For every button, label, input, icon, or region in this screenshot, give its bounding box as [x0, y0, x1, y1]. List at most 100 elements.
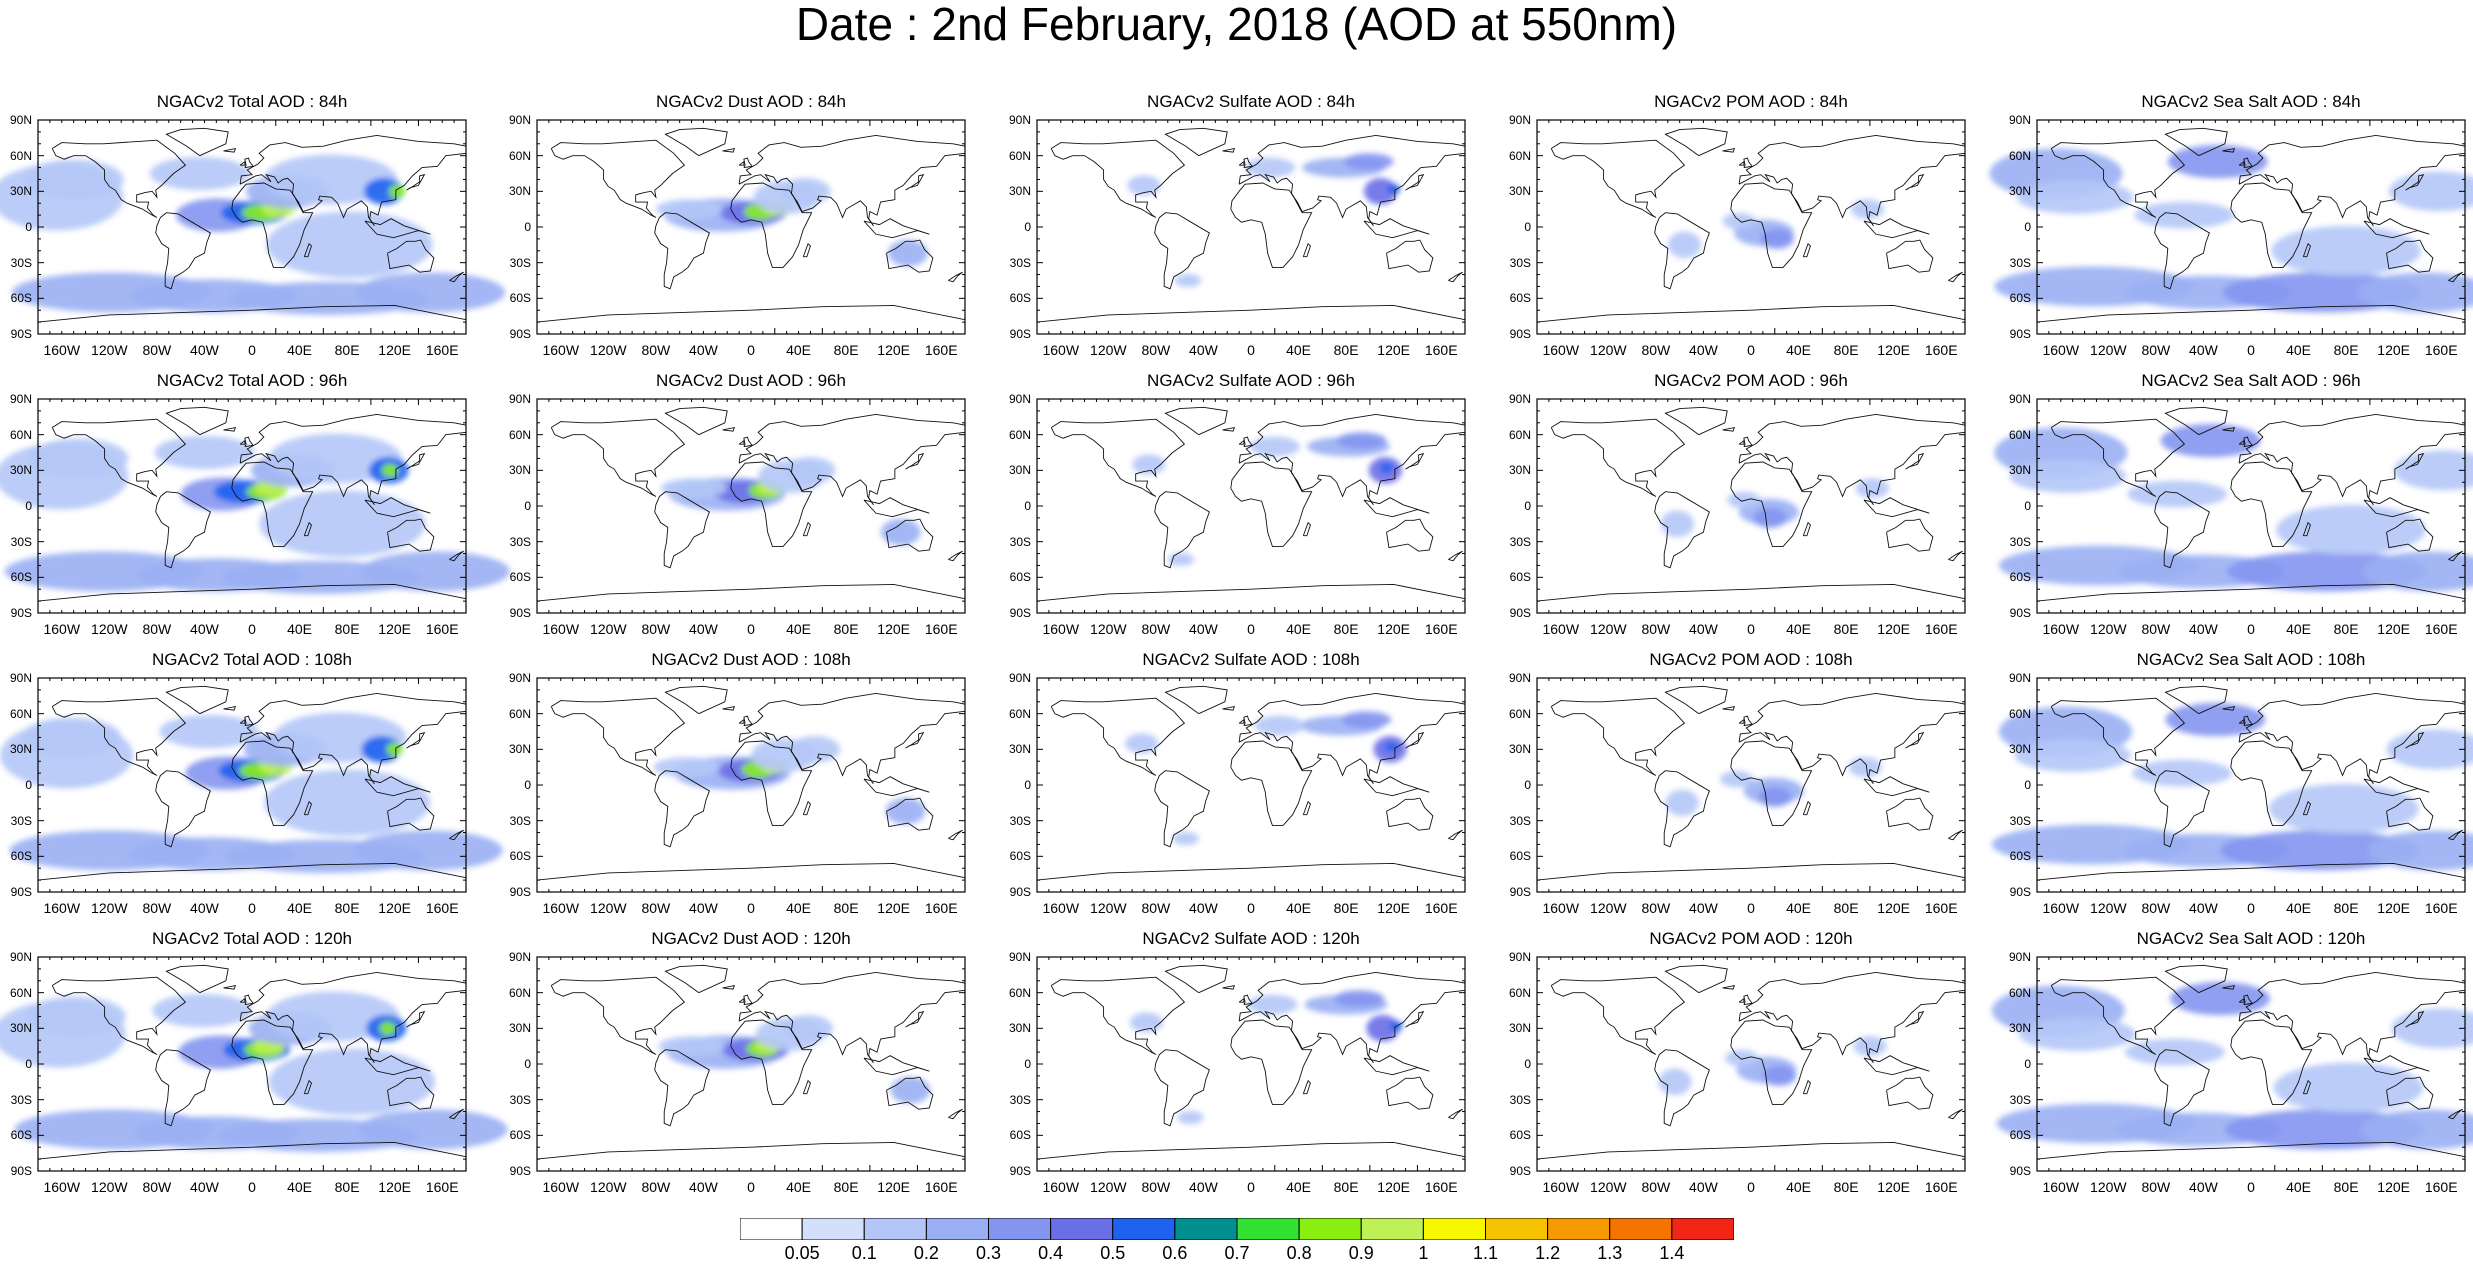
lat-label: 60S [509, 570, 531, 585]
coastline [1302, 800, 1311, 816]
lon-label: 120W [2090, 1179, 2127, 1195]
lat-label: 90N [2008, 113, 2031, 127]
coastline [2386, 1076, 2434, 1110]
lat-label: 60S [509, 849, 531, 864]
aod-patch [780, 178, 831, 205]
lat-label: 60S [1509, 291, 1531, 306]
coastline [1243, 436, 1254, 448]
coastline [1386, 518, 1434, 552]
colorbar-label: 0.4 [1038, 1243, 1064, 1263]
lon-label: 0 [2247, 1179, 2255, 1195]
lon-label: 120W [590, 1179, 627, 1195]
coastline [1164, 127, 1228, 157]
coastline [1905, 453, 1925, 470]
coastline [449, 1108, 464, 1120]
coastline [1948, 550, 1963, 562]
coastline [303, 242, 312, 258]
lon-label: 120W [91, 900, 128, 916]
lat-label: 30N [1508, 1021, 1531, 1036]
world-map [1036, 677, 1466, 893]
coastline [2405, 174, 2425, 191]
lat-label: 90S [10, 327, 32, 341]
coastline [2448, 271, 2463, 283]
lat-label: 60S [1009, 849, 1031, 864]
map-panel: NGACv2 Sea Salt AOD : 96h 90N 60N 30N 0 30S 60… [1994, 369, 2473, 643]
aod-patch [1174, 273, 1202, 288]
coastline [406, 1011, 426, 1028]
colorbar-label: 0.05 [784, 1243, 820, 1263]
lat-label: 90N [1508, 950, 1531, 964]
coastline [2222, 705, 2236, 711]
aod-patch [1245, 157, 1295, 178]
aod-field [1124, 711, 1407, 846]
aod-patch [1127, 175, 1161, 196]
lon-label: 80E [833, 342, 859, 358]
lon-label: 160E [1424, 900, 1458, 916]
aod-patch [357, 1109, 508, 1150]
lat-label: 30S [2009, 1092, 2031, 1107]
coastline [536, 305, 966, 323]
aod-patch [2165, 702, 2266, 737]
coastline [722, 705, 736, 711]
aod-field [1991, 702, 2473, 871]
lon-label: 80W [2141, 900, 2171, 916]
coastline [738, 718, 745, 724]
lat-label: 90S [509, 1164, 531, 1178]
coastline [449, 550, 464, 562]
coastline [2243, 157, 2254, 169]
aod-patch [263, 769, 431, 837]
aod-patch [1667, 231, 1702, 259]
coastline [51, 697, 187, 776]
coastline [1230, 740, 1313, 826]
lat-label: 60S [10, 291, 32, 306]
coastline [239, 135, 467, 227]
coastline [654, 491, 710, 569]
coastline [244, 436, 255, 448]
aod-field [1129, 990, 1403, 1125]
aod-patch [790, 736, 841, 763]
lon-label: 80E [1333, 342, 1359, 358]
world-map [536, 677, 966, 893]
lon-label: 120E [2377, 1179, 2410, 1195]
lat-label: 30S [2009, 255, 2031, 270]
coastline [1664, 406, 1728, 436]
coastline [802, 242, 811, 258]
coastline [1738, 439, 1745, 445]
coastline [536, 1142, 966, 1160]
coastline [1164, 964, 1228, 994]
coastline [536, 584, 966, 602]
lat-label: 90S [2009, 885, 2031, 899]
coastline [536, 863, 966, 881]
lon-label: 120E [378, 900, 411, 916]
coastline [37, 863, 467, 881]
map-panel: NGACv2 Dust AOD : 120h 90N 60N 30N 0 30S 60S 90… [499, 927, 987, 1201]
lat-label: 0 [25, 778, 32, 792]
lon-label: 0 [1747, 621, 1755, 637]
lat-label: 90S [1509, 885, 1531, 899]
coastline [165, 127, 229, 157]
lon-label: 0 [1247, 900, 1255, 916]
map-panel: NGACv2 Total AOD : 120h 90N 60N 30N 0 30S 60S 9… [0, 927, 508, 1201]
coastline [1164, 685, 1228, 715]
lat-label: 30S [1509, 1092, 1531, 1107]
coastline [1738, 135, 1966, 227]
world-map [0, 677, 503, 893]
lon-label: 0 [248, 1179, 256, 1195]
aod-patch [2220, 830, 2420, 871]
coastline [738, 439, 745, 445]
aod-field [1994, 423, 2473, 592]
coastline [1664, 685, 1728, 715]
coastline [1302, 242, 1311, 258]
lat-label: 60N [2008, 148, 2031, 163]
colorbar-label: 1.1 [1472, 1243, 1499, 1263]
coastline [1948, 1108, 1963, 1120]
coastline [738, 414, 966, 506]
lon-label: 0 [1247, 621, 1255, 637]
lon-label: 160W [542, 1179, 580, 1195]
lon-label: 120E [1877, 1179, 1910, 1195]
lon-label: 160E [1924, 1179, 1958, 1195]
coastline [223, 426, 237, 432]
coastline [2154, 1049, 2210, 1127]
coastline [1230, 461, 1313, 547]
aod-patch [1853, 1036, 1887, 1057]
